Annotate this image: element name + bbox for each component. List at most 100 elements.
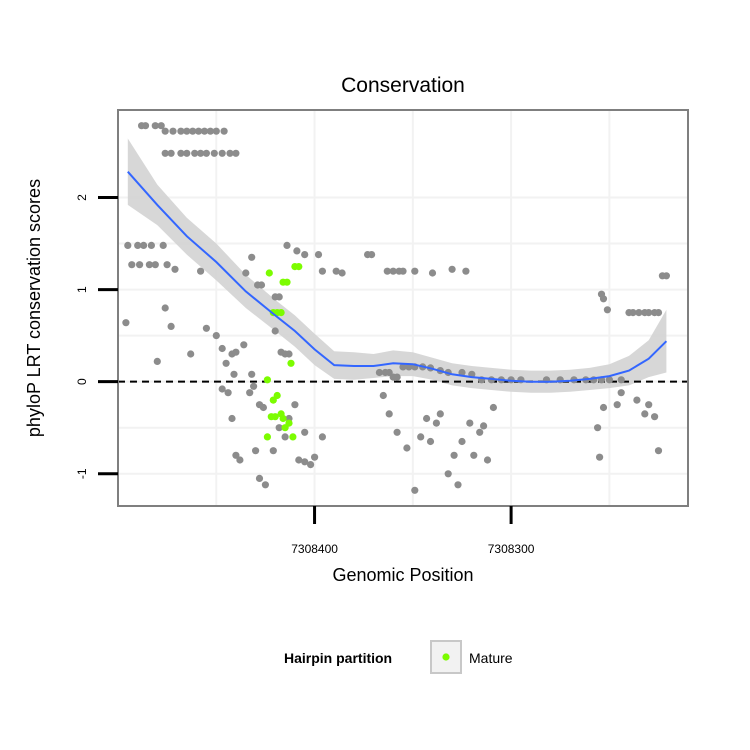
data-point <box>171 265 179 273</box>
data-point <box>257 281 266 289</box>
data-point <box>423 414 431 423</box>
data-point <box>654 309 663 317</box>
data-point <box>399 363 407 371</box>
data-point <box>291 401 299 409</box>
data-point <box>633 396 641 404</box>
data-point <box>250 382 258 390</box>
data-point <box>295 456 303 464</box>
data-point <box>301 428 309 436</box>
data-point <box>140 241 148 249</box>
data-point <box>654 447 663 455</box>
data-point <box>318 267 326 275</box>
data-point <box>462 267 470 275</box>
data-point <box>183 127 191 135</box>
plot-panel <box>117 109 689 507</box>
y-tick-label: -1 <box>75 468 89 479</box>
data-point <box>248 370 256 378</box>
data-point <box>332 267 340 275</box>
data-point <box>153 357 161 365</box>
x-axis-title: Genomic Position <box>332 565 473 585</box>
data-point <box>393 428 401 436</box>
data-point <box>169 127 177 135</box>
data-point <box>448 265 456 273</box>
data-point <box>177 149 185 157</box>
data-point <box>269 447 277 455</box>
chart-title: Conservation <box>341 74 465 97</box>
legend-label-mature: Mature <box>469 650 513 666</box>
data-point <box>645 401 653 409</box>
data-point <box>293 247 301 255</box>
panel-border <box>117 109 689 507</box>
x-axis: 7308400 7308300 <box>291 506 535 556</box>
data-point <box>470 451 478 459</box>
data-point <box>261 481 269 489</box>
data-point <box>230 370 238 378</box>
data-point <box>220 127 228 135</box>
mature-point <box>265 269 273 277</box>
data-point <box>124 241 132 249</box>
mature-point <box>271 413 279 421</box>
data-point <box>594 424 602 432</box>
data-point <box>232 348 240 356</box>
data-point <box>411 486 419 494</box>
smooth-line <box>127 171 668 383</box>
data-point <box>191 149 199 157</box>
data-point <box>281 433 289 441</box>
data-point <box>141 122 150 130</box>
data-point <box>301 458 309 466</box>
data-point <box>458 368 466 377</box>
data-point <box>393 373 401 381</box>
mature-point <box>277 309 285 317</box>
data-point <box>605 376 614 384</box>
data-point <box>163 261 171 269</box>
data-point <box>259 403 267 412</box>
y-tick-label: 1 <box>75 286 89 293</box>
data-point <box>161 149 169 157</box>
data-point <box>651 413 659 421</box>
mature-point <box>263 433 271 441</box>
data-point <box>161 127 169 135</box>
data-point <box>338 269 346 277</box>
data-point <box>222 359 230 367</box>
legend-key-marker <box>442 653 450 661</box>
legend: Hairpin partition Mature <box>284 640 513 674</box>
y-axis: -1 0 1 2 <box>75 194 118 479</box>
mature-point <box>273 391 281 400</box>
data-point <box>466 419 474 427</box>
data-point <box>307 461 315 469</box>
data-point <box>202 149 210 157</box>
y-tick-label: 2 <box>75 194 89 201</box>
data-point <box>189 127 197 135</box>
data-point <box>596 453 604 461</box>
data-point <box>368 251 376 259</box>
mature-point <box>285 419 293 427</box>
data-point <box>187 350 195 358</box>
data-point <box>232 149 240 157</box>
data-point <box>613 401 621 409</box>
data-point <box>218 149 226 157</box>
data-point <box>641 410 649 418</box>
data-point <box>167 149 175 157</box>
data-point <box>318 433 326 441</box>
data-point <box>218 344 226 353</box>
data-point <box>136 261 144 269</box>
data-point <box>275 293 283 301</box>
data-point <box>411 267 419 275</box>
data-point <box>147 241 155 249</box>
data-point <box>458 437 466 446</box>
data-point <box>450 451 458 459</box>
smooth-curve <box>127 171 668 383</box>
data-point <box>159 241 167 249</box>
x-tick-label: 7308400 <box>291 542 338 556</box>
data-point <box>454 481 462 489</box>
data-point <box>283 241 291 249</box>
data-point <box>255 474 264 482</box>
data-point <box>417 433 425 441</box>
mature-point <box>283 278 291 286</box>
data-point <box>161 304 169 312</box>
data-point <box>436 410 444 418</box>
data-point <box>379 391 387 400</box>
data-point <box>224 389 232 397</box>
data-point <box>226 149 234 157</box>
